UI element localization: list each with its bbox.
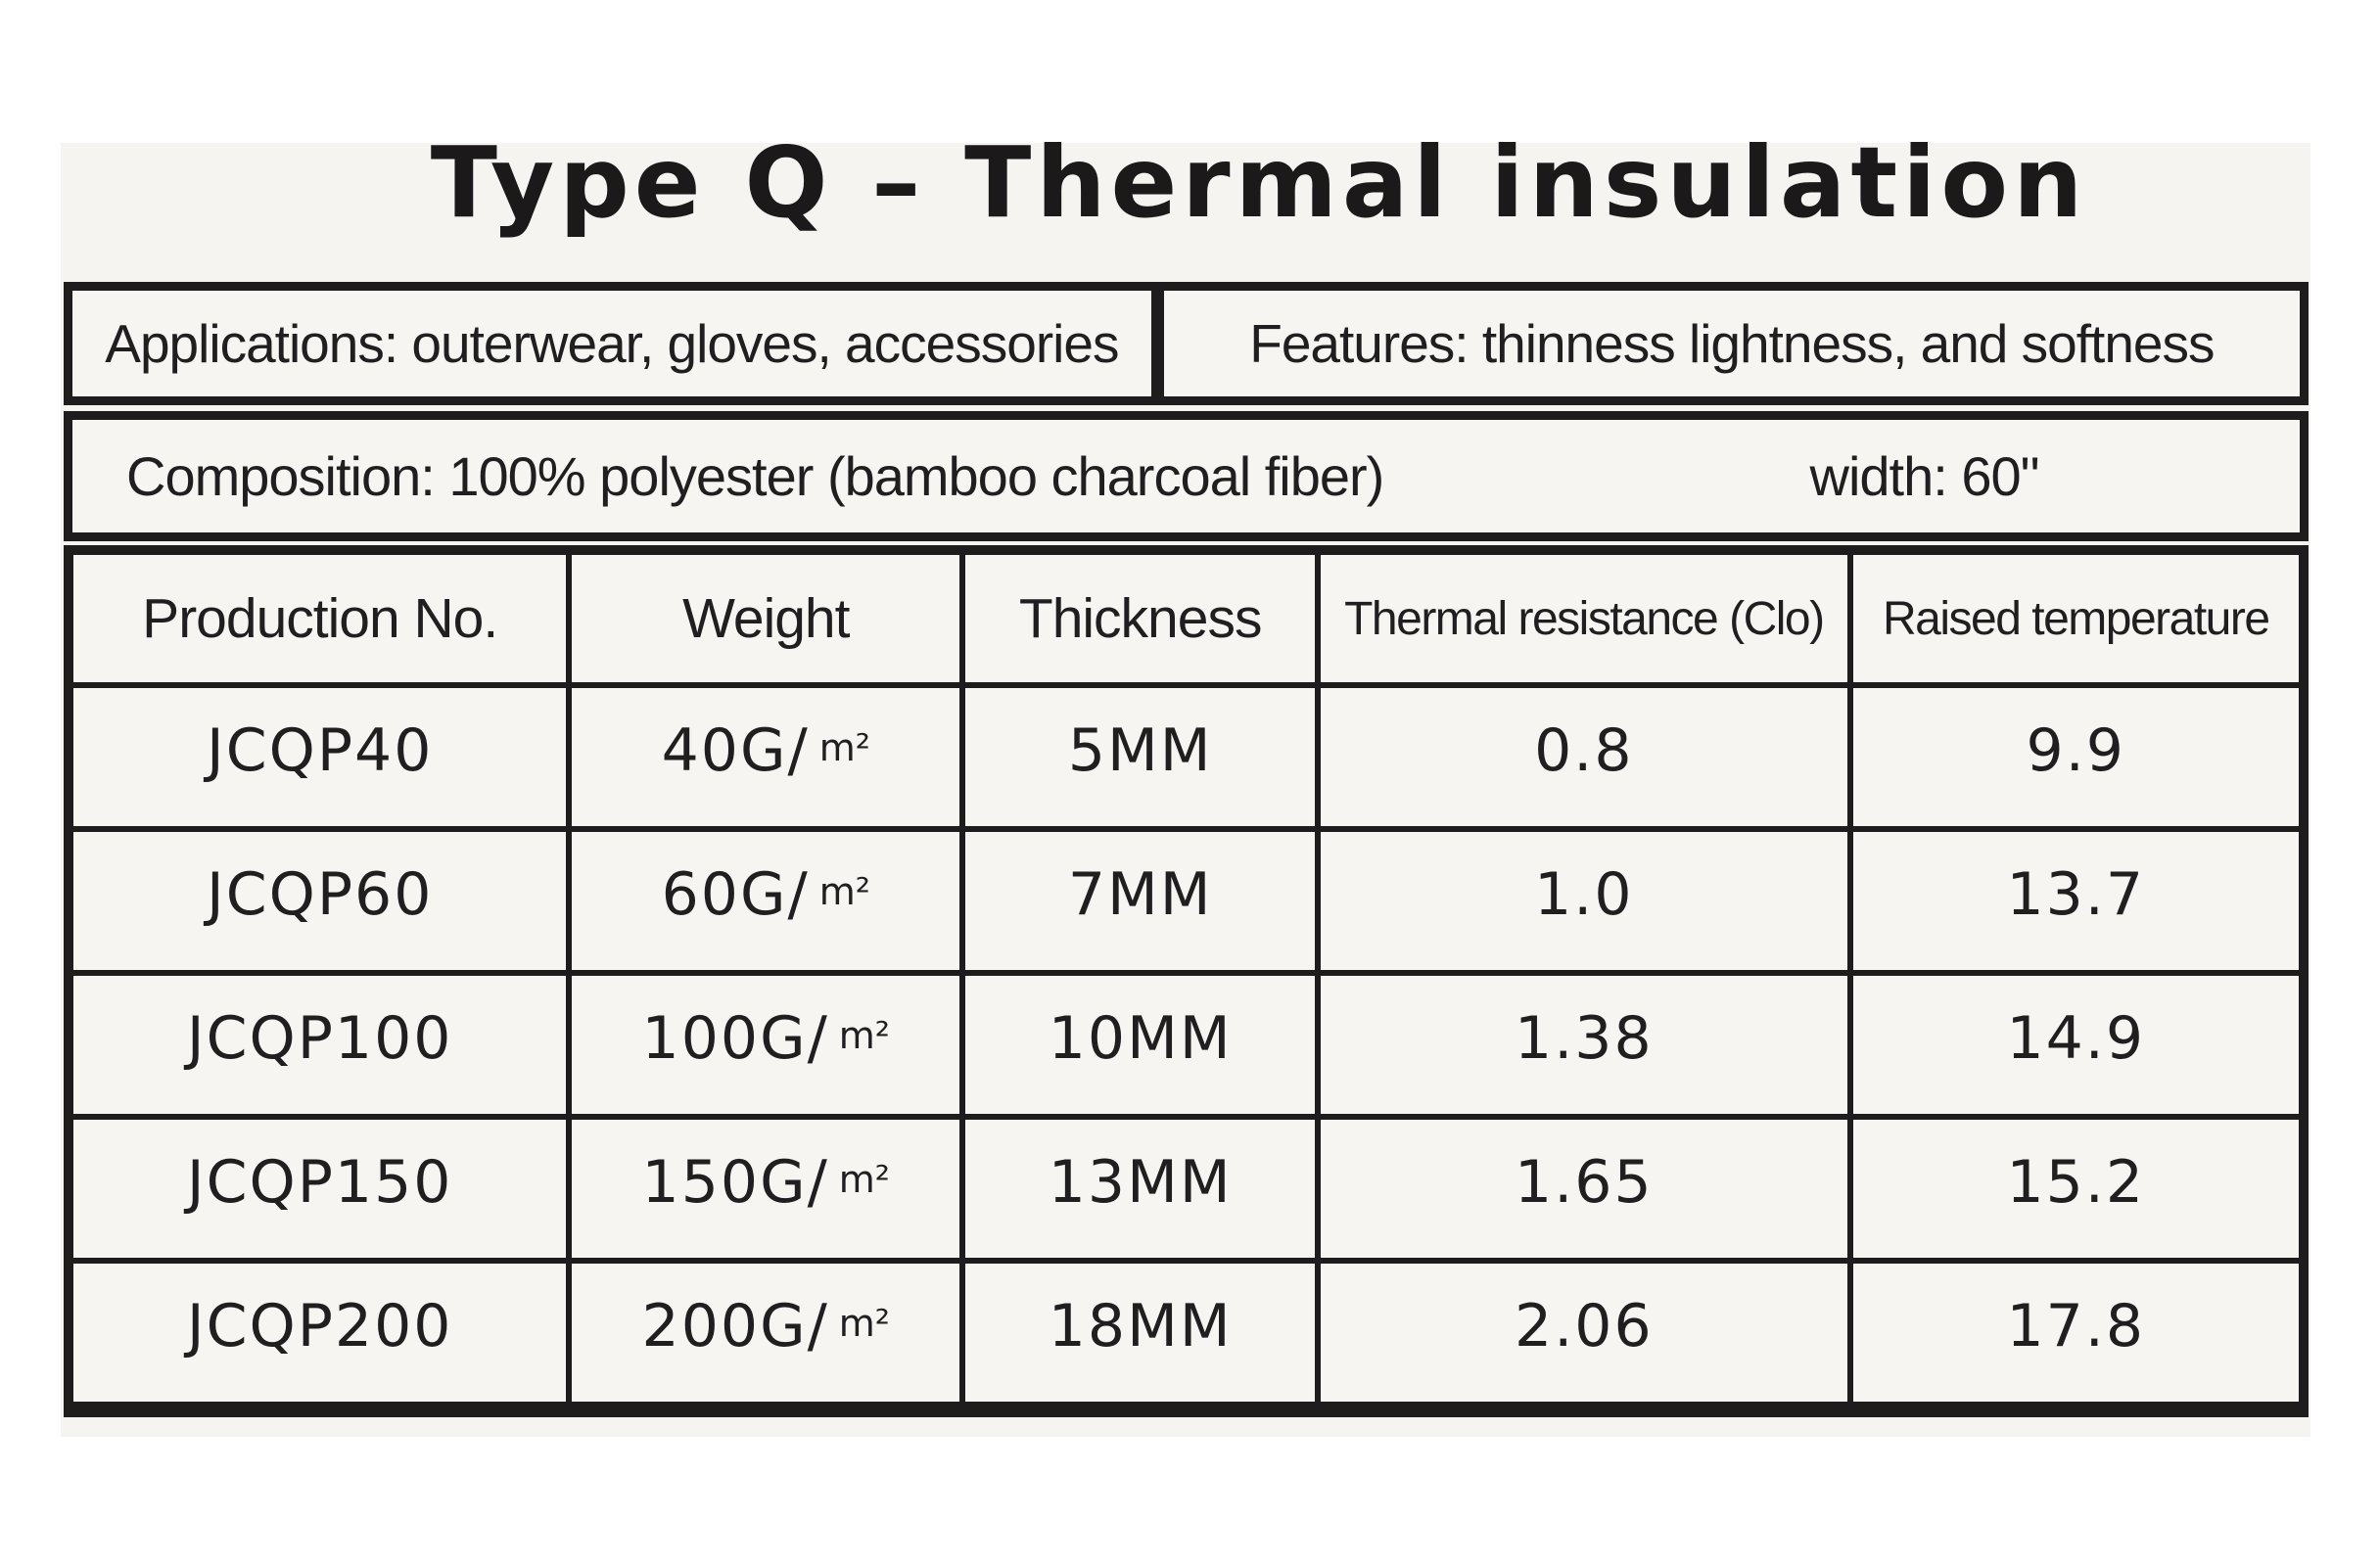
weight-unit: m² <box>818 870 870 913</box>
weight-value: 200G/ <box>641 1292 829 1360</box>
weight-unit: m² <box>838 1302 891 1345</box>
weight-value: 100G/ <box>641 1004 829 1073</box>
table-row: JCQP60 60G/m² 7MM 1.0 13.7 <box>65 826 2308 976</box>
composition-row: Composition: 100% polyester (bamboo char… <box>64 411 2309 541</box>
cell-thickness: 13MM <box>959 1114 1322 1264</box>
table-row: JCQP200 200G/m² 18MM 2.06 17.8 <box>65 1258 2308 1412</box>
weight-value: 60G/ <box>661 860 810 929</box>
cell-weight: 100G/m² <box>566 970 966 1120</box>
cell-thermal-resistance: 2.06 <box>1315 1258 1853 1412</box>
weight-value: 150G/ <box>641 1148 829 1217</box>
weight-unit: m² <box>838 1158 891 1201</box>
cell-thermal-resistance: 0.8 <box>1315 682 1853 832</box>
cell-production-no: JCQP150 <box>65 1114 573 1264</box>
fabric-width-text: width: 60" <box>1809 445 2040 507</box>
header-weight: Weight <box>566 547 966 688</box>
applications-cell: Applications: outerwear, gloves, accesso… <box>72 291 1164 396</box>
cell-production-no: JCQP40 <box>65 682 573 832</box>
features-cell: Features: thinness lightness, and softne… <box>1249 313 2215 374</box>
header-thickness: Thickness <box>959 547 1322 688</box>
weight-value: 40G/ <box>661 716 810 785</box>
header-production-no: Production No. <box>65 547 573 688</box>
cell-raised-temperature: 17.8 <box>1846 1258 2308 1412</box>
cell-thermal-resistance: 1.65 <box>1315 1114 1853 1264</box>
cell-raised-temperature: 15.2 <box>1846 1114 2308 1264</box>
cell-thickness: 10MM <box>959 970 1322 1120</box>
cell-weight: 60G/m² <box>566 826 966 976</box>
cell-thickness: 18MM <box>959 1258 1322 1412</box>
cell-raised-temperature: 14.9 <box>1846 970 2308 1120</box>
header-raised-temperature: Raised temperature <box>1846 547 2308 688</box>
cell-weight: 150G/m² <box>566 1114 966 1264</box>
table-row: JCQP150 150G/m² 13MM 1.65 15.2 <box>65 1114 2308 1264</box>
cell-raised-temperature: 9.9 <box>1846 682 2308 832</box>
spec-table-header-row: Production No. Weight Thickness Thermal … <box>65 547 2308 688</box>
cell-thickness: 5MM <box>959 682 1322 832</box>
cell-thermal-resistance: 1.0 <box>1315 826 1853 976</box>
weight-unit: m² <box>838 1014 891 1057</box>
page-title: Type Q – Thermal insulation <box>430 125 2088 240</box>
header-thermal-resistance: Thermal resistance (Clo) <box>1315 547 1853 688</box>
applications-features-row: Applications: outerwear, gloves, accesso… <box>64 282 2309 405</box>
cell-thermal-resistance: 1.38 <box>1315 970 1853 1120</box>
spec-table: Production No. Weight Thickness Thermal … <box>64 545 2309 1417</box>
table-row: JCQP100 100G/m² 10MM 1.38 14.9 <box>65 970 2308 1120</box>
cell-production-no: JCQP100 <box>65 970 573 1120</box>
cell-weight: 40G/m² <box>566 682 966 832</box>
cell-production-no: JCQP60 <box>65 826 573 976</box>
cell-thickness: 7MM <box>959 826 1322 976</box>
table-row: JCQP40 40G/m² 5MM 0.8 9.9 <box>65 682 2308 832</box>
cell-production-no: JCQP200 <box>65 1258 573 1412</box>
cell-weight: 200G/m² <box>566 1258 966 1412</box>
weight-unit: m² <box>818 726 870 769</box>
composition-text: Composition: 100% polyester (bamboo char… <box>126 445 1384 507</box>
cell-raised-temperature: 13.7 <box>1846 826 2308 976</box>
